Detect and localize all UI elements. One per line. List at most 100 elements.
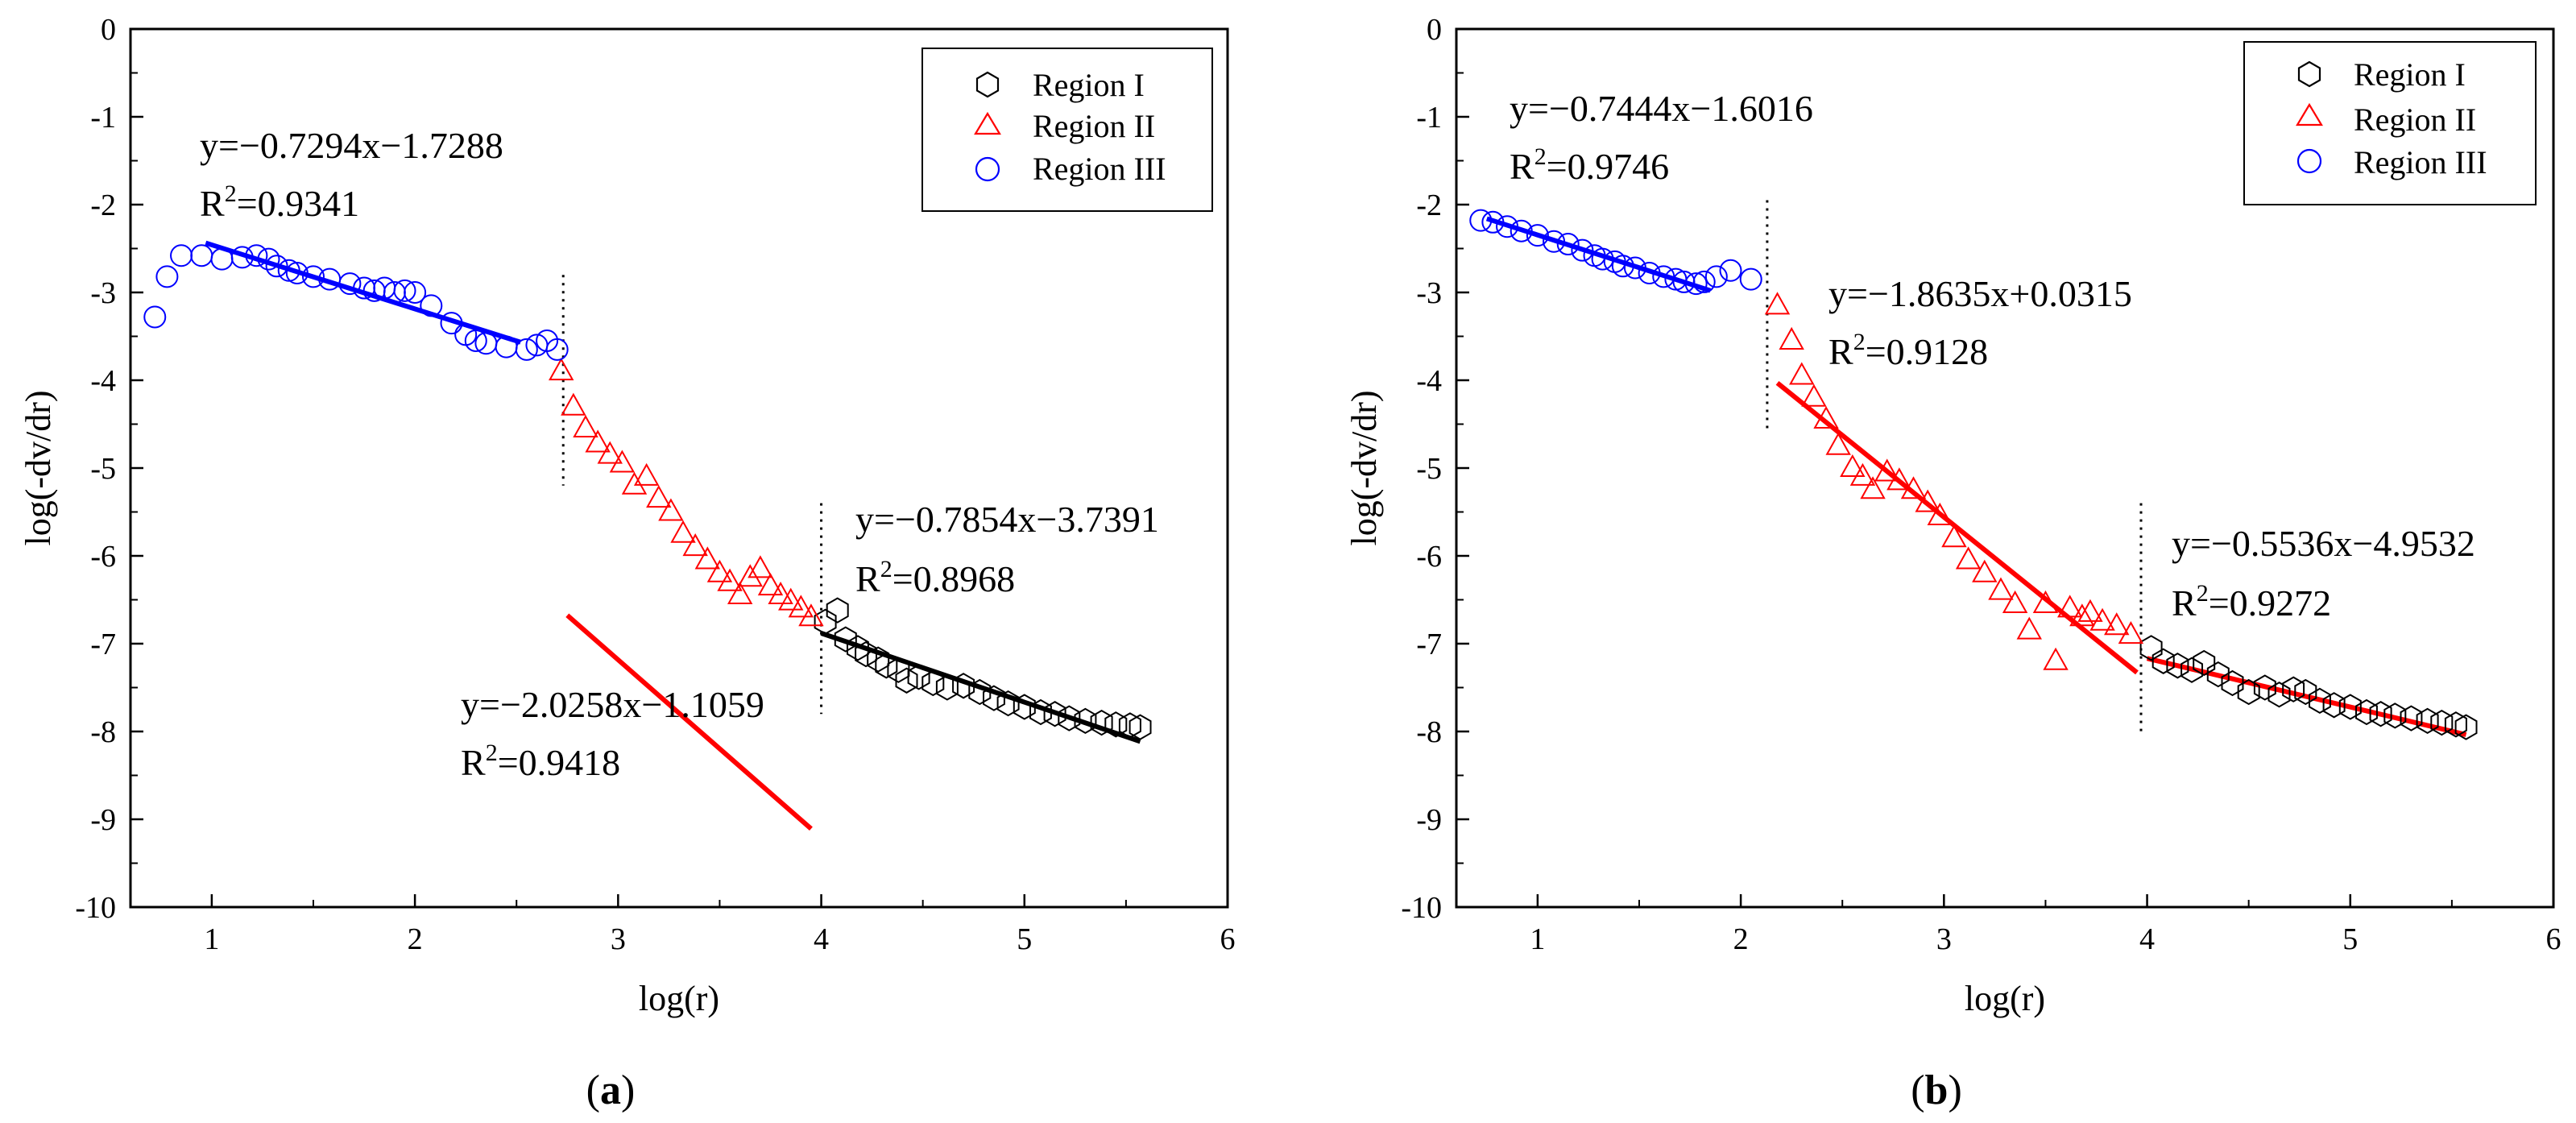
data-point-region-iii — [464, 329, 487, 352]
y-tick-label: -7 — [1416, 628, 1442, 661]
fit-equation: y=−0.7854x−3.7391 — [855, 499, 1159, 540]
data-point-region-ii — [1849, 462, 1876, 486]
data-point-region-i — [952, 673, 975, 699]
data-point-region-i — [2180, 657, 2203, 683]
data-point-region-ii — [573, 414, 598, 437]
y-tick-label: -4 — [1416, 364, 1442, 398]
data-point-region-ii — [1941, 524, 1967, 548]
data-point-region-i — [814, 608, 837, 635]
x-tick-label: 1 — [204, 922, 219, 956]
y-tick-label: -9 — [1416, 803, 1442, 837]
y-tick-label: -2 — [90, 189, 116, 222]
x-tick-label: 2 — [1733, 922, 1749, 956]
data-point-region-iii — [143, 305, 167, 329]
data-point-region-ii — [748, 555, 773, 578]
y-tick-label: -8 — [1416, 715, 1442, 749]
data-point-region-ii — [2032, 590, 2059, 613]
x-tick-label: 5 — [1017, 922, 1032, 956]
data-point-region-i — [826, 597, 849, 624]
fit-line-region-iii — [1485, 216, 1712, 293]
data-point-region-ii — [757, 573, 784, 596]
data-point-region-ii — [1801, 383, 1827, 407]
y-axis-label: log(-dv/dr) — [19, 390, 58, 545]
data-point-region-ii — [2002, 590, 2028, 613]
data-point-region-ii — [727, 582, 753, 605]
data-point-region-iii — [265, 255, 288, 278]
data-point-region-ii — [1915, 489, 1940, 512]
fit-lines — [1485, 216, 2467, 737]
data-point-region-iii — [170, 244, 193, 267]
data-point-region-ii — [585, 429, 611, 453]
data-point-region-i — [887, 657, 910, 683]
data-point-region-i — [834, 626, 857, 653]
data-point-region-i — [867, 646, 890, 673]
legend-frame — [2243, 41, 2537, 205]
legend-label-region-ii: Region II — [2354, 102, 2476, 138]
subplot-label-b: (b) — [1911, 1067, 1962, 1113]
y-tick-label: -6 — [1416, 540, 1442, 574]
data-point-region-iii — [1692, 270, 1716, 293]
legend-label-region-iii: Region III — [1033, 151, 1166, 187]
y-tick-label: -10 — [1401, 891, 1442, 925]
data-point-region-i — [1013, 694, 1036, 720]
x-axis-label: log(r) — [1965, 979, 2045, 1018]
data-point-region-ii — [1900, 476, 1927, 499]
data-point-region-iii — [338, 272, 362, 296]
data-point-region-ii — [561, 392, 586, 416]
data-point-region-i — [1118, 712, 1141, 739]
y-tick-label: -9 — [90, 803, 116, 837]
axis-ticks: 1 2 3 4 5 6 0 -1 -2 -3 -4 -5 -6 -7 -8 -9 -10 — [1401, 13, 2561, 956]
legend-item-region-i: Region I — [975, 67, 1145, 103]
data-point-region-ii — [2057, 595, 2083, 618]
data-point-region-iii — [1719, 259, 1742, 282]
data-point-region-i — [2444, 711, 2467, 738]
fit-equation: y=−0.7444x−1.6016 — [1510, 88, 1813, 129]
legend-marker-circle — [975, 156, 1000, 182]
y-tick-label: -10 — [75, 891, 116, 925]
y-tick-label: -5 — [90, 452, 116, 486]
data-point-region-iii — [515, 338, 538, 361]
data-point-region-i — [2416, 707, 2439, 735]
y-tick-label: -4 — [90, 364, 116, 398]
data-point-region-i — [855, 640, 877, 668]
legend-item-region-iii: Region III — [975, 151, 1166, 187]
legend-item-region-i: Region I — [2297, 56, 2466, 93]
data-point-region-ii — [2104, 612, 2130, 636]
data-point-region-ii — [670, 520, 696, 543]
legend-marker-hexagon — [975, 71, 1000, 98]
data-point-region-iii — [210, 247, 234, 271]
legend-marker-triangle — [974, 111, 1001, 135]
data-point-region-i — [847, 635, 869, 661]
data-point-region-ii — [1840, 454, 1866, 477]
data-point-region-i — [2338, 694, 2362, 720]
legend-label-region-ii: Region II — [1033, 108, 1155, 144]
data-point-region-ii — [737, 564, 763, 587]
fit-equation: y=−1.8635x+0.0315 — [1828, 273, 2132, 314]
x-tick-label: 4 — [814, 922, 829, 956]
data-point-region-iii — [1684, 272, 1708, 296]
data-point-region-i — [2267, 682, 2291, 708]
data-point-region-ii — [1825, 432, 1851, 455]
fit-r-squared: R2=0.9746 — [1510, 143, 1669, 187]
data-point-region-iii — [302, 265, 325, 288]
fit-line-region-ii — [1775, 381, 2139, 675]
fit-annotation-region-iii: y=−0.7294x−1.7288 R2=0.9341 — [200, 125, 503, 224]
data-point-region-ii — [609, 450, 636, 473]
data-point-region-ii — [1764, 292, 1791, 315]
y-tick-label: -3 — [90, 276, 116, 310]
data-point-region-i — [1129, 714, 1152, 740]
fit-annotation-region-iii: y=−0.7444x−1.6016 R2=0.9746 — [1510, 88, 1813, 187]
x-tick-label: 4 — [2139, 922, 2155, 956]
data-point-region-ii — [706, 559, 733, 582]
data-point-region-iii — [1571, 238, 1594, 262]
data-point-region-ii — [2118, 621, 2144, 644]
data-point-region-iii — [545, 338, 569, 361]
data-point-region-iii — [1556, 233, 1580, 256]
fit-annotation-region-ii: y=−1.8635x+0.0315 R2=0.9128 — [1828, 273, 2132, 372]
y-tick-label: -5 — [1416, 452, 1442, 486]
fit-line-region-i — [820, 631, 1141, 744]
data-point-region-ii — [1972, 559, 1998, 582]
chart-panel-a: 1 2 3 4 5 6 0 -1 -2 -3 -4 -5 -6 -7 -8 -9 -10 log(-dv/dr)… — [19, 13, 1236, 1113]
data-point-region-ii — [633, 462, 660, 486]
fit-r-squared: R2=0.9341 — [200, 180, 359, 224]
